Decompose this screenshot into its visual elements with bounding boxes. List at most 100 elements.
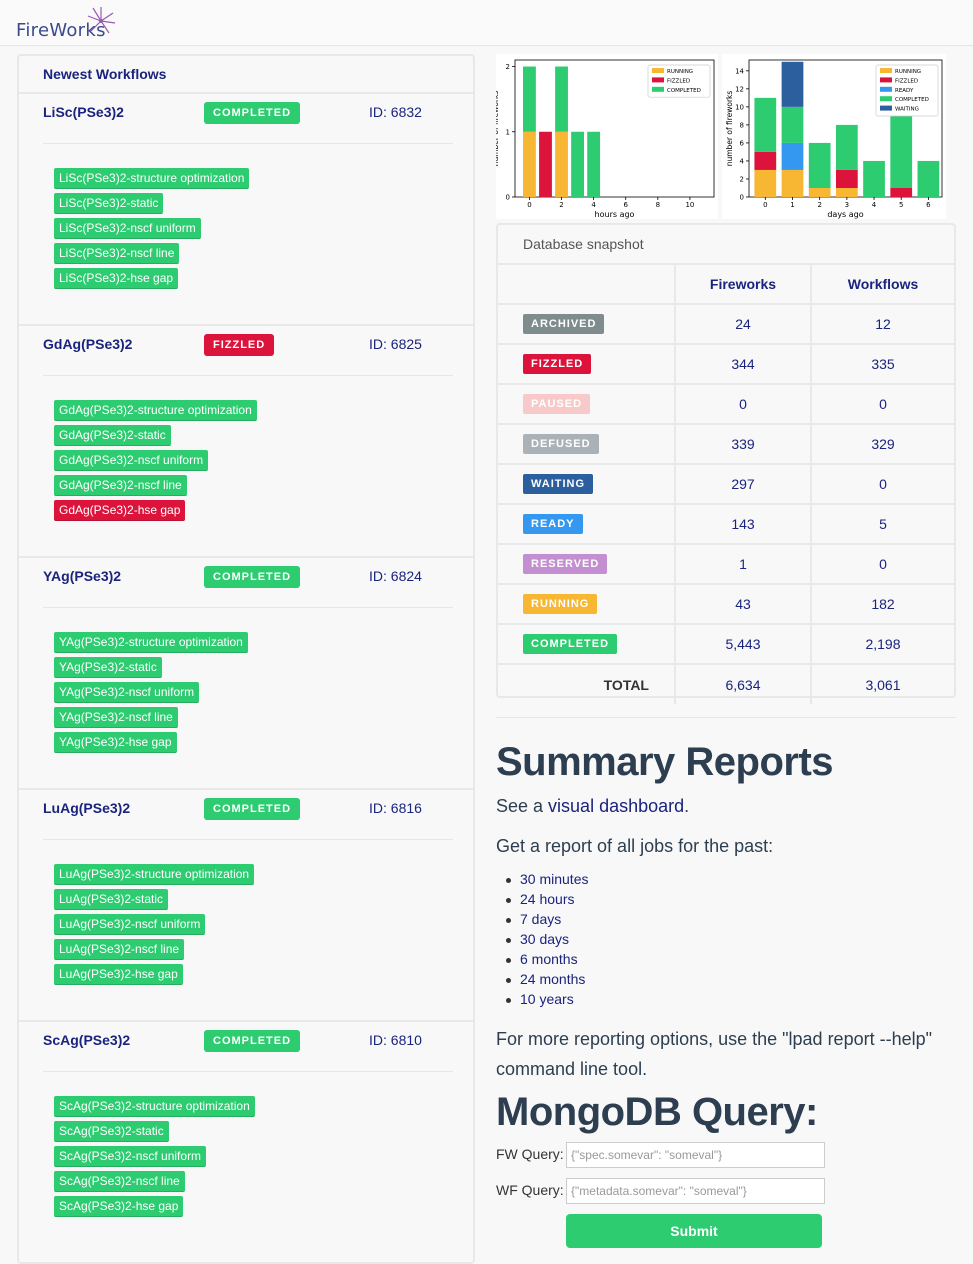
job-badge[interactable]: YAg(PSe3)2-nscf line: [54, 707, 178, 728]
fireworks-count: 43: [674, 583, 811, 624]
job-badge[interactable]: LuAg(PSe3)2-nscf uniform: [54, 914, 206, 935]
legend-label: COMPLETED: [895, 97, 929, 103]
job-badge[interactable]: GdAg(PSe3)2-nscf uniform: [54, 450, 209, 471]
report-period-link[interactable]: 10 years: [505, 991, 588, 1011]
job-badge[interactable]: LuAg(PSe3)2-static: [54, 889, 169, 910]
workflow-name-link[interactable]: YAg(PSe3)2: [43, 568, 122, 584]
y-tick-label: 2: [506, 63, 510, 71]
x-axis-label: hours ago: [595, 210, 635, 219]
state-badge-running[interactable]: RUNNING: [523, 594, 598, 614]
fireworks-count: 24: [674, 303, 811, 344]
job-badge[interactable]: LiSc(PSe3)2-static: [54, 193, 164, 214]
x-axis-label: days ago: [827, 210, 863, 219]
bar-segment: [754, 151, 777, 170]
workflow-name-link[interactable]: LuAg(PSe3)2: [43, 800, 131, 816]
table-row: PAUSED 0 0: [498, 383, 954, 424]
job-list: LuAg(PSe3)2-structure optimization LuAg(P…: [54, 864, 255, 989]
workflow-name-link[interactable]: GdAg(PSe3)2: [43, 336, 133, 352]
job-badge[interactable]: YAg(PSe3)2-nscf uniform: [54, 682, 200, 703]
state-badge-ready[interactable]: READY: [523, 514, 583, 534]
state-badge-reserved[interactable]: RESERVED: [523, 554, 608, 574]
y-tick-label: 0: [740, 194, 744, 202]
state-cell: COMPLETED: [498, 623, 675, 664]
state-badge-fizzled[interactable]: FIZZLED: [523, 354, 592, 374]
fw-query-input[interactable]: [566, 1142, 825, 1168]
job-badge[interactable]: GdAg(PSe3)2-hse gap: [54, 500, 186, 521]
report-intro: Get a report of all jobs for the past:: [496, 836, 774, 856]
workflow-status-badge: COMPLETED: [204, 798, 301, 820]
y-tick-label: 10: [735, 103, 744, 111]
job-list: YAg(PSe3)2-structure optimization YAg(PSe…: [54, 632, 248, 757]
job-badge[interactable]: ScAg(PSe3)2-nscf uniform: [54, 1146, 207, 1167]
workflow-status-badge: COMPLETED: [204, 102, 301, 124]
x-tick-label: 0: [763, 201, 767, 209]
workflows-count: 329: [810, 423, 954, 464]
workflows-count: 335: [810, 343, 954, 384]
header-fireworks: Fireworks: [674, 263, 811, 304]
bar-segment: [808, 142, 831, 188]
job-badge[interactable]: YAg(PSe3)2-structure optimization: [54, 632, 248, 653]
x-tick-label: 4: [591, 201, 596, 209]
report-period-link[interactable]: 24 months: [505, 971, 588, 991]
job-badge[interactable]: LiSc(PSe3)2-nscf line: [54, 243, 180, 264]
state-badge-completed[interactable]: COMPLETED: [523, 634, 618, 654]
more-options-text: For more reporting options, use the "lpa…: [496, 1029, 932, 1079]
workflow-id: ID: 6824: [369, 568, 422, 584]
report-period-list: 30 minutes 24 hours 7 days 30 days 6 months 2…: [505, 871, 588, 1011]
job-badge[interactable]: LuAg(PSe3)2-hse gap: [54, 964, 183, 985]
legend-label: FIZZLED: [667, 78, 690, 84]
report-period-link[interactable]: 30 minutes: [505, 871, 588, 891]
workflow-name-link[interactable]: ScAg(PSe3)2: [43, 1032, 131, 1048]
job-badge[interactable]: YAg(PSe3)2-static: [54, 657, 162, 678]
submit-button[interactable]: Submit: [566, 1214, 822, 1248]
job-badge[interactable]: GdAg(PSe3)2-structure optimization: [54, 400, 257, 421]
job-badge[interactable]: GdAg(PSe3)2-nscf line: [54, 475, 187, 496]
x-tick-label: 6: [623, 201, 628, 209]
job-badge[interactable]: ScAg(PSe3)2-structure optimization: [54, 1096, 255, 1117]
workflow-item: LiSc(PSe3)2 COMPLETED ID: 6832 LiSc(PSe3)2-…: [19, 92, 473, 324]
x-tick-label: 4: [872, 201, 877, 209]
report-period-link[interactable]: 6 months: [505, 951, 588, 971]
report-period-link[interactable]: 7 days: [505, 911, 588, 931]
workflow-divider: [43, 375, 453, 376]
header-workflows: Workflows: [810, 263, 954, 304]
bar-segment: [523, 131, 536, 197]
y-tick-label: 12: [735, 85, 744, 93]
table-row: RESERVED 1 0: [498, 543, 954, 584]
report-period-link[interactable]: 24 hours: [505, 891, 588, 911]
bar-segment: [571, 131, 585, 197]
visual-dashboard-link[interactable]: visual dashboard: [548, 796, 685, 816]
job-badge[interactable]: LiSc(PSe3)2-nscf uniform: [54, 218, 201, 239]
workflow-divider: [43, 143, 453, 144]
job-badge[interactable]: LiSc(PSe3)2-hse gap: [54, 268, 179, 289]
state-badge-defused[interactable]: DEFUSED: [523, 434, 599, 454]
wf-query-label: WF Query:: [496, 1182, 564, 1198]
state-badge-archived[interactable]: ARCHIVED: [523, 314, 605, 334]
workflow-name-link[interactable]: LiSc(PSe3)2: [43, 104, 124, 120]
workflows-total: 3,061: [810, 663, 954, 704]
wf-query-input[interactable]: [566, 1178, 825, 1204]
days-chart: 0 1 2 3 4 5 6 0 2 4 6 8 10 12 14 days ago number of fire…: [722, 54, 946, 219]
job-badge[interactable]: LuAg(PSe3)2-nscf line: [54, 939, 185, 960]
job-badge[interactable]: ScAg(PSe3)2-nscf line: [54, 1171, 185, 1192]
fireworks-total: 6,634: [674, 663, 811, 704]
y-tick-label: 2: [740, 175, 744, 183]
bar-segment: [781, 169, 804, 197]
table-row: DEFUSED 339 329: [498, 423, 954, 464]
fireworks-count: 143: [674, 503, 811, 544]
logo[interactable]: FireWorks: [16, 20, 106, 41]
table-header-row: Fireworks Workflows: [498, 263, 954, 304]
job-badge[interactable]: LiSc(PSe3)2-structure optimization: [54, 168, 250, 189]
workflow-divider: [43, 607, 453, 608]
bar-segment: [890, 106, 913, 188]
job-badge[interactable]: LuAg(PSe3)2-structure optimization: [54, 864, 255, 885]
fireworks-count: 339: [674, 423, 811, 464]
job-badge[interactable]: ScAg(PSe3)2-static: [54, 1121, 169, 1142]
state-badge-paused[interactable]: PAUSED: [523, 394, 591, 414]
state-badge-waiting[interactable]: WAITING: [523, 474, 594, 494]
report-period-link[interactable]: 30 days: [505, 931, 588, 951]
job-badge[interactable]: GdAg(PSe3)2-static: [54, 425, 171, 446]
job-badge[interactable]: ScAg(PSe3)2-hse gap: [54, 1196, 184, 1217]
job-badge[interactable]: YAg(PSe3)2-hse gap: [54, 732, 177, 753]
bar-segment: [863, 160, 885, 197]
